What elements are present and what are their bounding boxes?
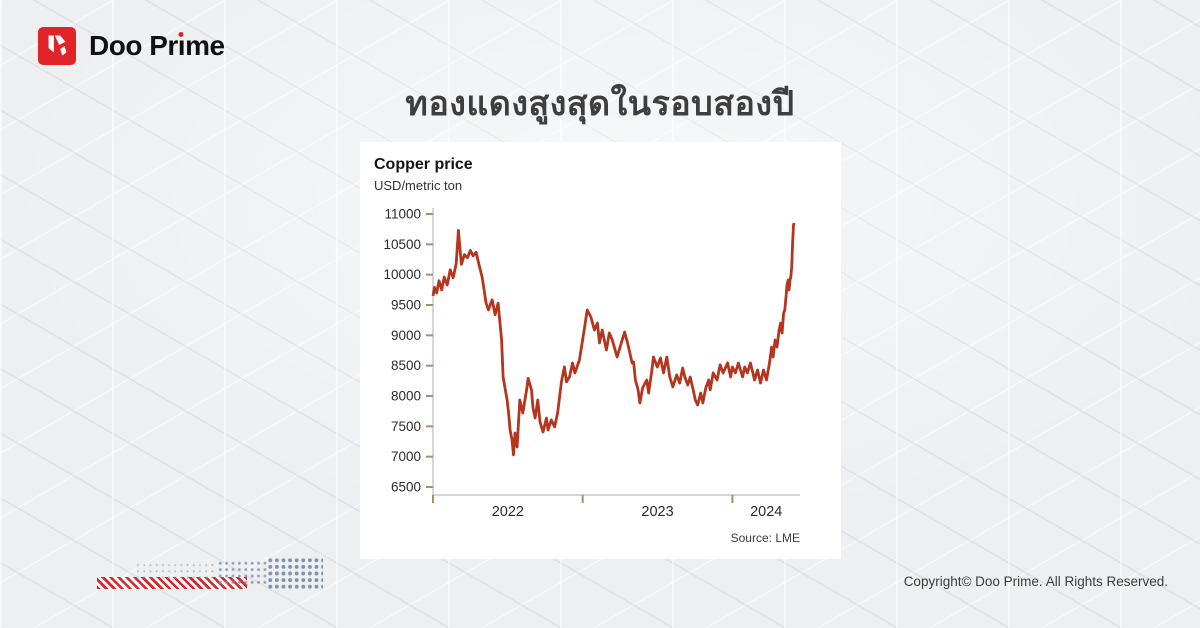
y-axis-label: 10000 — [383, 267, 421, 282]
brand-text-i-red-dot: ı — [177, 30, 186, 61]
y-axis-label: 10500 — [383, 237, 421, 252]
y-axis-label: 9500 — [391, 298, 421, 313]
y-axis-label: 11000 — [384, 207, 421, 222]
y-axis-label: 7500 — [391, 419, 421, 434]
brand-text-right: me — [185, 30, 225, 61]
y-axis-label: 9000 — [391, 328, 421, 343]
y-axis-label: 8000 — [391, 389, 421, 404]
copyright-text: Copyright© Doo Prime. All Rights Reserve… — [903, 574, 1168, 589]
y-axis-label: 6500 — [391, 480, 421, 495]
x-axis-label: 2022 — [492, 504, 524, 520]
dot-grid-decoration — [267, 557, 323, 591]
chart-source-label: Source: LME — [730, 531, 800, 545]
page-title: ทองแดงสูงสุดในรอบสองปี — [405, 85, 795, 123]
x-axis-label: 2024 — [750, 504, 782, 520]
brand-name: Doo Prıme — [89, 27, 225, 65]
doo-prime-logo-icon — [38, 27, 76, 65]
x-axis-label: 2023 — [641, 504, 673, 520]
dot-grid-decoration — [135, 562, 217, 581]
chart-title: Copper price — [374, 156, 473, 173]
brand-header: Doo Prıme — [38, 27, 225, 65]
brand-text-left: Doo Pr — [89, 30, 178, 61]
copper-price-line — [431, 222, 796, 457]
copper-price-line-chart: 11000 10500 10000 9500 9000 8500 8000 7500 7000 6… — [383, 207, 800, 520]
y-axis-label: 7000 — [391, 449, 421, 464]
y-axis-label: 8500 — [391, 358, 421, 373]
chart-card: Copper price USD/metric ton 11000 10500 10… — [360, 142, 841, 559]
chart-unit-label: USD/metric ton — [374, 178, 463, 193]
dot-grid-decoration — [217, 560, 267, 586]
